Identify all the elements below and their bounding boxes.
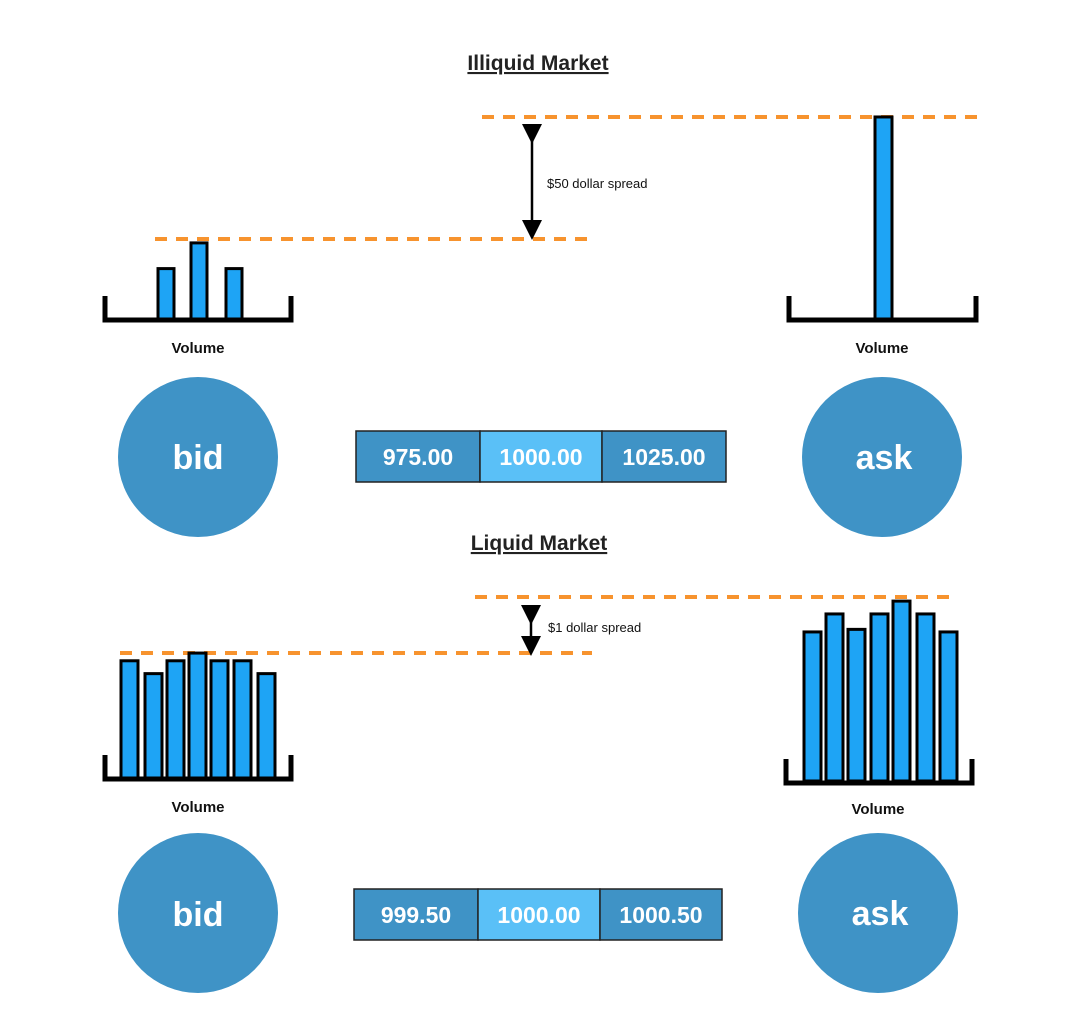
mid-price: 1000.00: [497, 902, 580, 928]
volume-bar: [165, 659, 186, 781]
bid-volume-axis: [102, 755, 294, 782]
volume-bar: [143, 672, 164, 781]
bid-volume-axis: [102, 296, 294, 323]
ask-price: 1025.00: [622, 444, 705, 470]
bid-circle: [118, 833, 278, 993]
ask-volume-label: Volume: [851, 801, 904, 818]
ask-volume-label: Volume: [855, 340, 908, 357]
price-cell-mid: [479, 430, 603, 483]
volume-bar: [119, 659, 140, 781]
volume-bar: [938, 630, 959, 783]
spread-label: $1 dollar spread: [548, 620, 641, 635]
ask-volume-axis: [786, 296, 979, 323]
price-ladder: 999.50 1000.00 1000.50: [353, 888, 723, 941]
ask-label: ask: [856, 439, 913, 477]
ask-circle: [798, 833, 958, 993]
volume-bar: [209, 659, 230, 781]
volume-bar: [802, 630, 823, 783]
volume-bar: [869, 612, 890, 783]
volume-bar: [224, 267, 244, 322]
volume-bar: [824, 612, 845, 783]
bid-volume-label: Volume: [171, 799, 224, 816]
price-cell-mid: [477, 888, 601, 941]
bid-price: 975.00: [383, 444, 453, 470]
bid-volume-histogram: [119, 651, 277, 781]
bid-volume-histogram: [156, 241, 244, 322]
volume-bar: [891, 599, 912, 783]
ask-volume-histogram: [873, 115, 894, 322]
price-cell-bid: [355, 430, 481, 483]
mid-price: 1000.00: [499, 444, 582, 470]
ask-volume-axis: [783, 759, 975, 786]
bid-label: bid: [173, 896, 224, 934]
volume-bar: [156, 267, 176, 322]
illiquid-title: Illiquid Market: [467, 52, 608, 75]
ask-circle: [802, 377, 962, 537]
price-cell-ask: [599, 888, 723, 941]
bid-label: bid: [173, 439, 224, 477]
volume-bar: [187, 651, 208, 781]
bid-price: 999.50: [381, 902, 451, 928]
volume-bar: [873, 115, 894, 322]
ask-price: 1000.50: [619, 902, 702, 928]
bid-volume-label: Volume: [171, 340, 224, 357]
volume-bar: [189, 241, 209, 322]
volume-bar: [915, 612, 936, 783]
price-ladder: 975.00 1000.00 1025.00: [355, 430, 727, 483]
volume-bar: [232, 659, 253, 781]
bid-circle: [118, 377, 278, 537]
volume-bar: [256, 672, 277, 781]
volume-bar: [846, 627, 867, 783]
price-cell-bid: [353, 888, 479, 941]
liquid-title: Liquid Market: [471, 532, 608, 555]
spread-label: $50 dollar spread: [547, 176, 647, 191]
ask-label: ask: [852, 895, 909, 933]
price-cell-ask: [601, 430, 727, 483]
ask-volume-histogram: [802, 599, 959, 783]
